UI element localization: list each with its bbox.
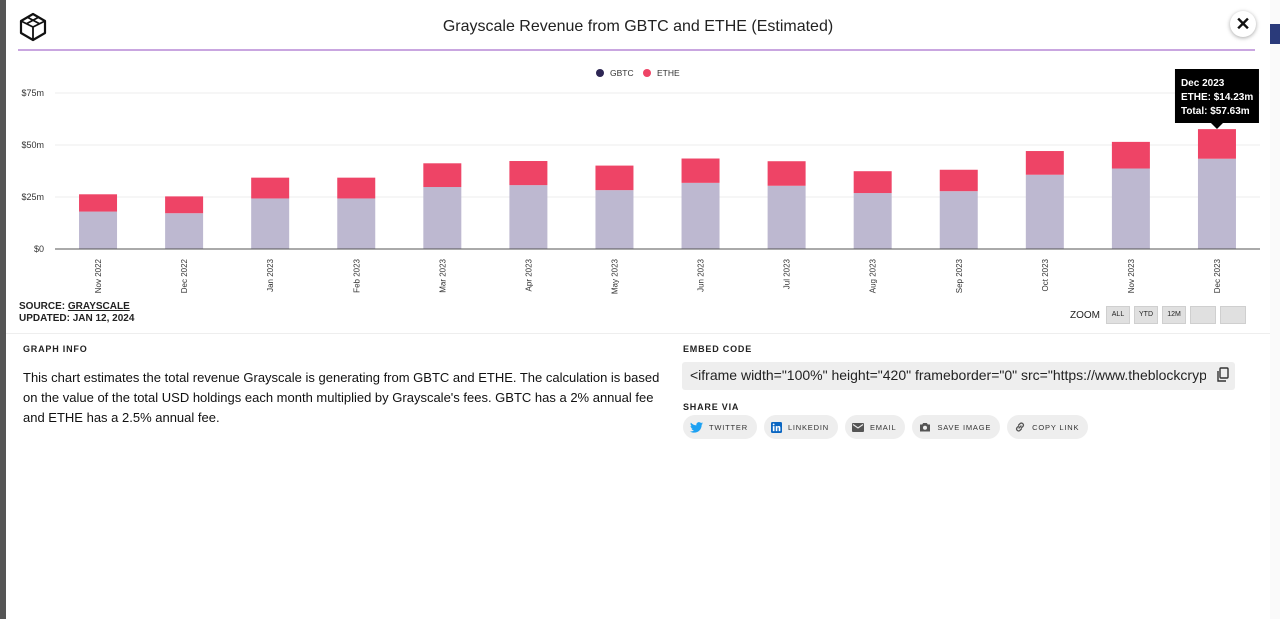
graph-info-heading: GRAPH INFO [23, 344, 88, 354]
share-linkedin-label: LINKEDIN [787, 422, 829, 432]
bar-segment [939, 191, 978, 249]
tooltip-pointer [1210, 123, 1223, 129]
embed-code-text[interactable]: <iframe width="100%" height="420" frameb… [690, 367, 1206, 383]
the-block-cube-icon[interactable] [18, 12, 48, 42]
bar-segment [939, 169, 978, 192]
x-tick-label: Jan 2023 [266, 258, 275, 291]
share-linkedin-button[interactable]: LINKEDIN [763, 415, 838, 439]
x-tick-label: Apr 2023 [524, 258, 533, 291]
source-link[interactable]: GRAYSCALE [67, 301, 130, 312]
twitter-icon [690, 421, 703, 433]
y-tick-label: $75m [21, 88, 44, 98]
zoom-controls: ZOOM ALL YTD 12M [1070, 306, 1250, 324]
y-tick-label: $50m [21, 140, 44, 150]
legend-label: ETHE [657, 68, 680, 78]
y-tick-label: $25m [21, 192, 44, 202]
x-tick-label: Mar 2023 [438, 258, 447, 292]
envelope-icon [851, 422, 864, 432]
bar-segment [1111, 168, 1150, 249]
embed-code-box[interactable]: <iframe width="100%" height="420" frameb… [682, 362, 1235, 390]
link-icon [1016, 422, 1025, 432]
bar-segment [853, 193, 892, 249]
bar-segment [853, 171, 892, 194]
bar-segment [595, 165, 634, 191]
bar-segment [1111, 141, 1150, 169]
bar-segment [767, 161, 806, 186]
bar-segment [509, 161, 548, 186]
bar-segment [165, 213, 204, 249]
share-email-label: EMAIL [869, 422, 897, 432]
tooltip-text: Total: $57.63m [1181, 106, 1250, 117]
close-button[interactable]: ✕ [1230, 11, 1256, 37]
x-tick-label: Sep 2023 [955, 258, 964, 293]
x-tick-label: Oct 2023 [1041, 258, 1050, 291]
title-divider [18, 49, 1255, 51]
linkedin-icon [770, 421, 782, 433]
bar-segment [509, 185, 548, 249]
x-tick-label: May 2023 [610, 258, 619, 294]
page-backdrop-accent [1270, 24, 1280, 44]
graph-info-text: This chart estimates the total revenue G… [23, 370, 660, 425]
bar-segment [1197, 158, 1236, 249]
legend-marker [596, 69, 604, 77]
bar-segment [1025, 174, 1064, 249]
page-backdrop [0, 0, 6, 619]
share-buttons: TWITTER LINKEDIN EMAIL SAVE IMAGE COPY L… [683, 415, 1095, 439]
x-tick-label: Aug 2023 [869, 258, 878, 293]
stacked-bar-chart: $0 $25m $50m $75m GBTC ETHE Nov 2022 Dec 2022 Ja… [21, 68, 1260, 294]
tooltip-text: Dec 2023 [1181, 78, 1225, 89]
tooltip-box [1174, 69, 1259, 123]
bar-segment [681, 182, 720, 249]
bar-segment [165, 196, 204, 214]
updated-date: UPDATED: JAN 12, 2024 [19, 313, 135, 324]
x-tick-label: Nov 2022 [94, 258, 103, 293]
bar-segment [595, 190, 634, 249]
zoom-extra-button[interactable] [1190, 306, 1216, 324]
y-tick-label: $0 [34, 244, 44, 254]
share-save-image-label: SAVE IMAGE [937, 422, 992, 432]
chart-title: Grayscale Revenue from GBTC and ETHE (Es… [442, 18, 834, 35]
bar-segment [79, 211, 118, 249]
zoom-all-button[interactable]: ALL [1106, 306, 1130, 324]
x-tick-label: Dec 2023 [1213, 258, 1222, 293]
zoom-12m-button[interactable]: 12M [1162, 306, 1186, 324]
tooltip-text: ETHE: $14.23m [1181, 92, 1253, 103]
bar-segment [1025, 151, 1064, 175]
share-via-heading: SHARE VIA [683, 402, 740, 412]
bar-segment [423, 163, 462, 188]
bar-segment [251, 198, 290, 249]
bar-segment [681, 158, 720, 183]
section-divider [6, 333, 1270, 334]
zoom-ytd-button[interactable]: YTD [1134, 306, 1158, 324]
embed-code-heading: EMBED CODE [683, 344, 753, 354]
share-save-image-button[interactable]: SAVE IMAGE [912, 415, 1001, 439]
bar-segment [423, 187, 462, 249]
legend-label: GBTC [610, 68, 634, 78]
copy-icon[interactable] [1216, 367, 1230, 383]
zoom-label: ZOOM [1070, 309, 1100, 321]
x-tick-label: Jul 2023 [783, 258, 792, 289]
x-tick-label: Jun 2023 [697, 258, 706, 291]
zoom-extra-button[interactable] [1220, 306, 1246, 324]
legend-marker [643, 69, 651, 77]
share-copy-link-button[interactable]: COPY LINK [1007, 415, 1089, 439]
bar-segment [337, 177, 376, 199]
x-tick-label: Nov 2023 [1127, 258, 1136, 293]
bar-segment [767, 185, 806, 249]
source-note: SOURCE: GRAYSCALE UPDATED: JAN 12, 2024 [19, 301, 134, 325]
share-email-button[interactable]: EMAIL [844, 415, 906, 439]
chart-modal: Grayscale Revenue from GBTC and ETHE (Es… [6, 0, 1270, 619]
bar-segment [251, 177, 290, 199]
share-twitter-button[interactable]: TWITTER [683, 415, 757, 439]
bar-segment [79, 194, 118, 212]
camera-icon [920, 423, 931, 432]
share-twitter-label: TWITTER [709, 422, 748, 432]
source-label: SOURCE: [19, 301, 66, 312]
bar-segment [337, 198, 376, 249]
x-tick-label: Dec 2022 [180, 258, 189, 293]
bar-segment [1197, 129, 1236, 159]
page-backdrop-right [1270, 0, 1280, 619]
x-tick-label: Feb 2023 [352, 258, 361, 292]
share-copy-link-label: COPY LINK [1032, 422, 1080, 432]
